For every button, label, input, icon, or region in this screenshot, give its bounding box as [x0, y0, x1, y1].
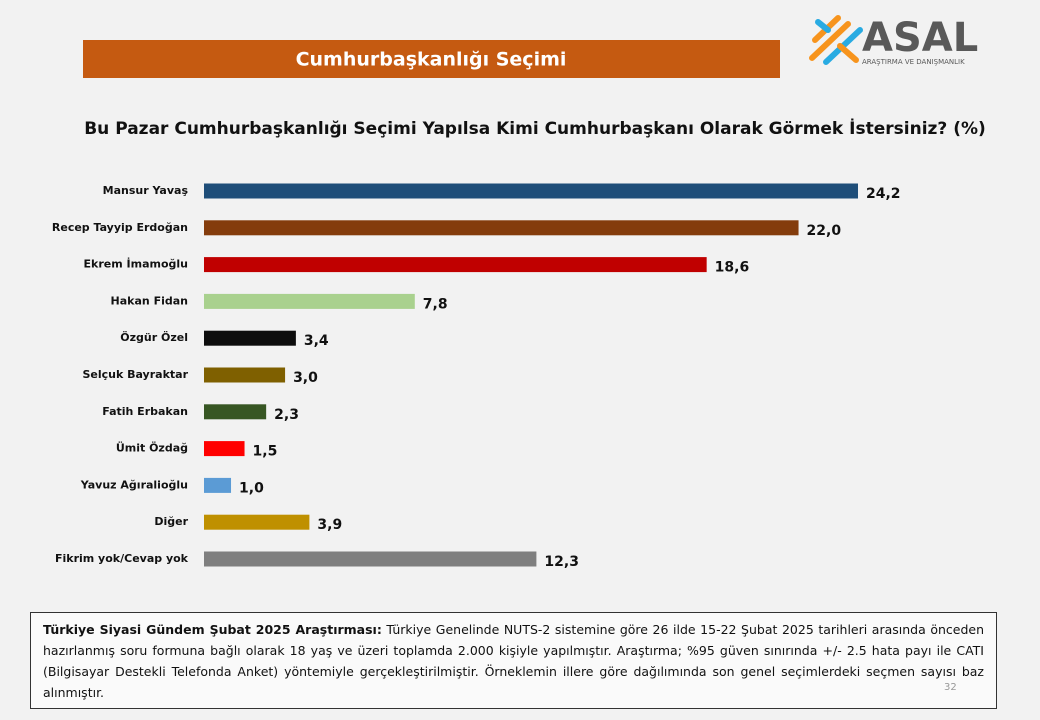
category-label: Özgür Özel: [120, 330, 188, 344]
bar: [204, 367, 286, 383]
page-number: 32: [944, 682, 957, 693]
bar: [204, 330, 296, 346]
bar: [204, 183, 858, 199]
category-label: Recep Tayyip Erdoğan: [52, 221, 188, 234]
value-label: 18,6: [715, 260, 750, 276]
bar: [204, 257, 707, 273]
value-label: 1,5: [253, 444, 278, 460]
value-label: 1,0: [239, 480, 264, 496]
value-label: 3,9: [317, 517, 342, 533]
bar: [204, 551, 537, 567]
value-label: 3,4: [304, 333, 329, 349]
value-label: 7,8: [423, 296, 448, 312]
value-label: 2,3: [274, 407, 299, 423]
method-note: Türkiye Siyasi Gündem Şubat 2025 Araştır…: [30, 612, 997, 709]
bar: [204, 441, 245, 457]
logo-name: ASAL: [862, 15, 978, 61]
bar: [204, 477, 232, 493]
category-label: Diğer: [154, 515, 188, 528]
header-banner: [83, 40, 780, 78]
category-label: Ümit Özdağ: [116, 441, 188, 455]
value-label: 22,0: [807, 223, 842, 239]
category-label: Hakan Fidan: [111, 294, 188, 307]
bar: [204, 293, 415, 309]
logo-icon: [809, 15, 863, 65]
note-text: Türkiye Genelinde NUTS-2 sistemine göre …: [43, 622, 984, 700]
logo-tagline: ARAŞTIRMA VE DANIŞMANLIK: [862, 58, 965, 66]
bar: [204, 220, 799, 236]
bar: [204, 514, 310, 530]
bar: [204, 404, 267, 420]
chart-title: Bu Pazar Cumhurbaşkanlığı Seçimi Yapılsa…: [84, 117, 986, 139]
category-label: Ekrem İmamoğlu: [84, 257, 188, 271]
category-label: Fikrim yok/Cevap yok: [55, 552, 189, 565]
value-label: 24,2: [866, 186, 901, 202]
note-lead: Türkiye Siyasi Gündem Şubat 2025 Araştır…: [43, 622, 382, 637]
category-label: Yavuz Ağıralioğlu: [80, 478, 188, 491]
value-label: 3,0: [293, 370, 318, 386]
category-label: Selçuk Bayraktar: [82, 368, 188, 381]
category-label: Mansur Yavaş: [103, 184, 189, 197]
category-label: Fatih Erbakan: [102, 405, 188, 418]
header-title: Cumhurbaşkanlığı Seçimi: [296, 49, 567, 71]
value-label: 12,3: [544, 554, 579, 570]
